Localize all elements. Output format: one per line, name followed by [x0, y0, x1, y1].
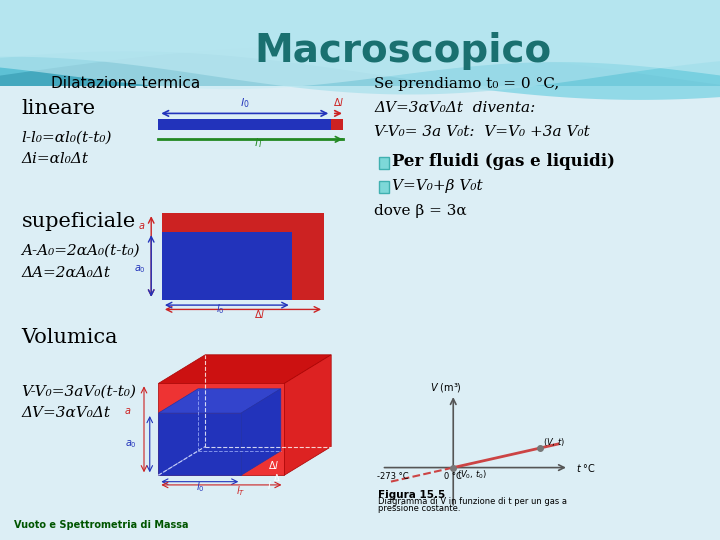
Polygon shape [241, 389, 281, 475]
Text: $a$: $a$ [124, 406, 131, 416]
Text: ΔV=3αV₀Δt  diventa:: ΔV=3αV₀Δt diventa: [374, 101, 536, 115]
Bar [158, 383, 284, 475]
Polygon shape [0, 0, 720, 86]
Text: A-A₀=2αA₀(t-t₀): A-A₀=2αA₀(t-t₀) [22, 244, 140, 258]
Text: V-V₀=3aV₀(t-t₀): V-V₀=3aV₀(t-t₀) [22, 384, 137, 399]
Text: Dilatazione termica: Dilatazione termica [51, 76, 201, 91]
Polygon shape [0, 0, 720, 85]
Text: $l_T$: $l_T$ [235, 484, 245, 498]
Text: $l$: $l$ [267, 479, 271, 491]
Text: lineare: lineare [22, 98, 96, 118]
Text: ΔA=2αA₀Δt: ΔA=2αA₀Δt [22, 266, 111, 280]
Text: Se prendiamo t₀ = 0 °C,: Se prendiamo t₀ = 0 °C, [374, 77, 559, 91]
Text: $\Delta l$: $\Delta l$ [333, 96, 345, 109]
Text: $a_0$: $a_0$ [125, 438, 137, 450]
Text: V=V₀+β V₀t: V=V₀+β V₀t [392, 179, 483, 193]
Bar [158, 413, 241, 475]
Text: $\Delta l$: $\Delta l$ [269, 460, 279, 471]
Bar [379, 181, 389, 193]
Text: Volumica: Volumica [22, 328, 118, 347]
Text: Diagramma di V in funzione di t per un gas a: Diagramma di V in funzione di t per un g… [378, 497, 567, 507]
Text: -273 °C: -273 °C [377, 472, 408, 482]
Text: $t$ °C: $t$ °C [576, 462, 596, 474]
Text: l-l₀=αl₀(t-t₀): l-l₀=αl₀(t-t₀) [22, 131, 112, 145]
Bar [162, 213, 324, 300]
Text: $l_0$: $l_0$ [216, 302, 225, 316]
Text: $a_0$: $a_0$ [134, 264, 145, 275]
Text: Per fluidi (gas e liquidi): Per fluidi (gas e liquidi) [392, 153, 616, 171]
Bar [158, 119, 331, 130]
Text: Figura 15.5: Figura 15.5 [378, 490, 445, 500]
Text: $l_0$: $l_0$ [196, 480, 204, 494]
Text: $\Delta$: $\Delta$ [273, 472, 281, 483]
Polygon shape [158, 389, 281, 413]
Text: ($V_0$, $t_0$): ($V_0$, $t_0$) [457, 468, 487, 481]
Text: V-V₀= 3a V₀t:  V=V₀ +3a V₀t: V-V₀= 3a V₀t: V=V₀ +3a V₀t [374, 125, 590, 139]
Polygon shape [158, 355, 331, 383]
Bar [162, 232, 292, 300]
Bar [331, 119, 343, 130]
Text: $a$: $a$ [138, 221, 145, 231]
Text: Vuoto e Spettrometria di Massa: Vuoto e Spettrometria di Massa [14, 520, 189, 530]
Polygon shape [0, 0, 720, 100]
Bar [379, 157, 389, 169]
Text: 0 °C: 0 °C [444, 472, 462, 482]
Text: Macroscopico: Macroscopico [255, 32, 552, 70]
Polygon shape [0, 0, 720, 89]
Text: $\Delta l$: $\Delta l$ [253, 307, 265, 320]
Text: Δi=αl₀Δt: Δi=αl₀Δt [22, 152, 89, 166]
Text: supeficiale: supeficiale [22, 212, 136, 231]
Text: ΔV=3αV₀Δt: ΔV=3αV₀Δt [22, 406, 111, 420]
Text: $V$ (m³): $V$ (m³) [430, 381, 462, 394]
Text: $l_0$: $l_0$ [240, 96, 250, 110]
Text: pressione costante.: pressione costante. [378, 504, 461, 514]
Polygon shape [0, 0, 720, 94]
Text: dove β = 3α: dove β = 3α [374, 204, 467, 218]
Text: $l_T$: $l_T$ [254, 136, 264, 150]
Polygon shape [284, 355, 331, 475]
Text: ($V$, $t$): ($V$, $t$) [544, 436, 565, 448]
